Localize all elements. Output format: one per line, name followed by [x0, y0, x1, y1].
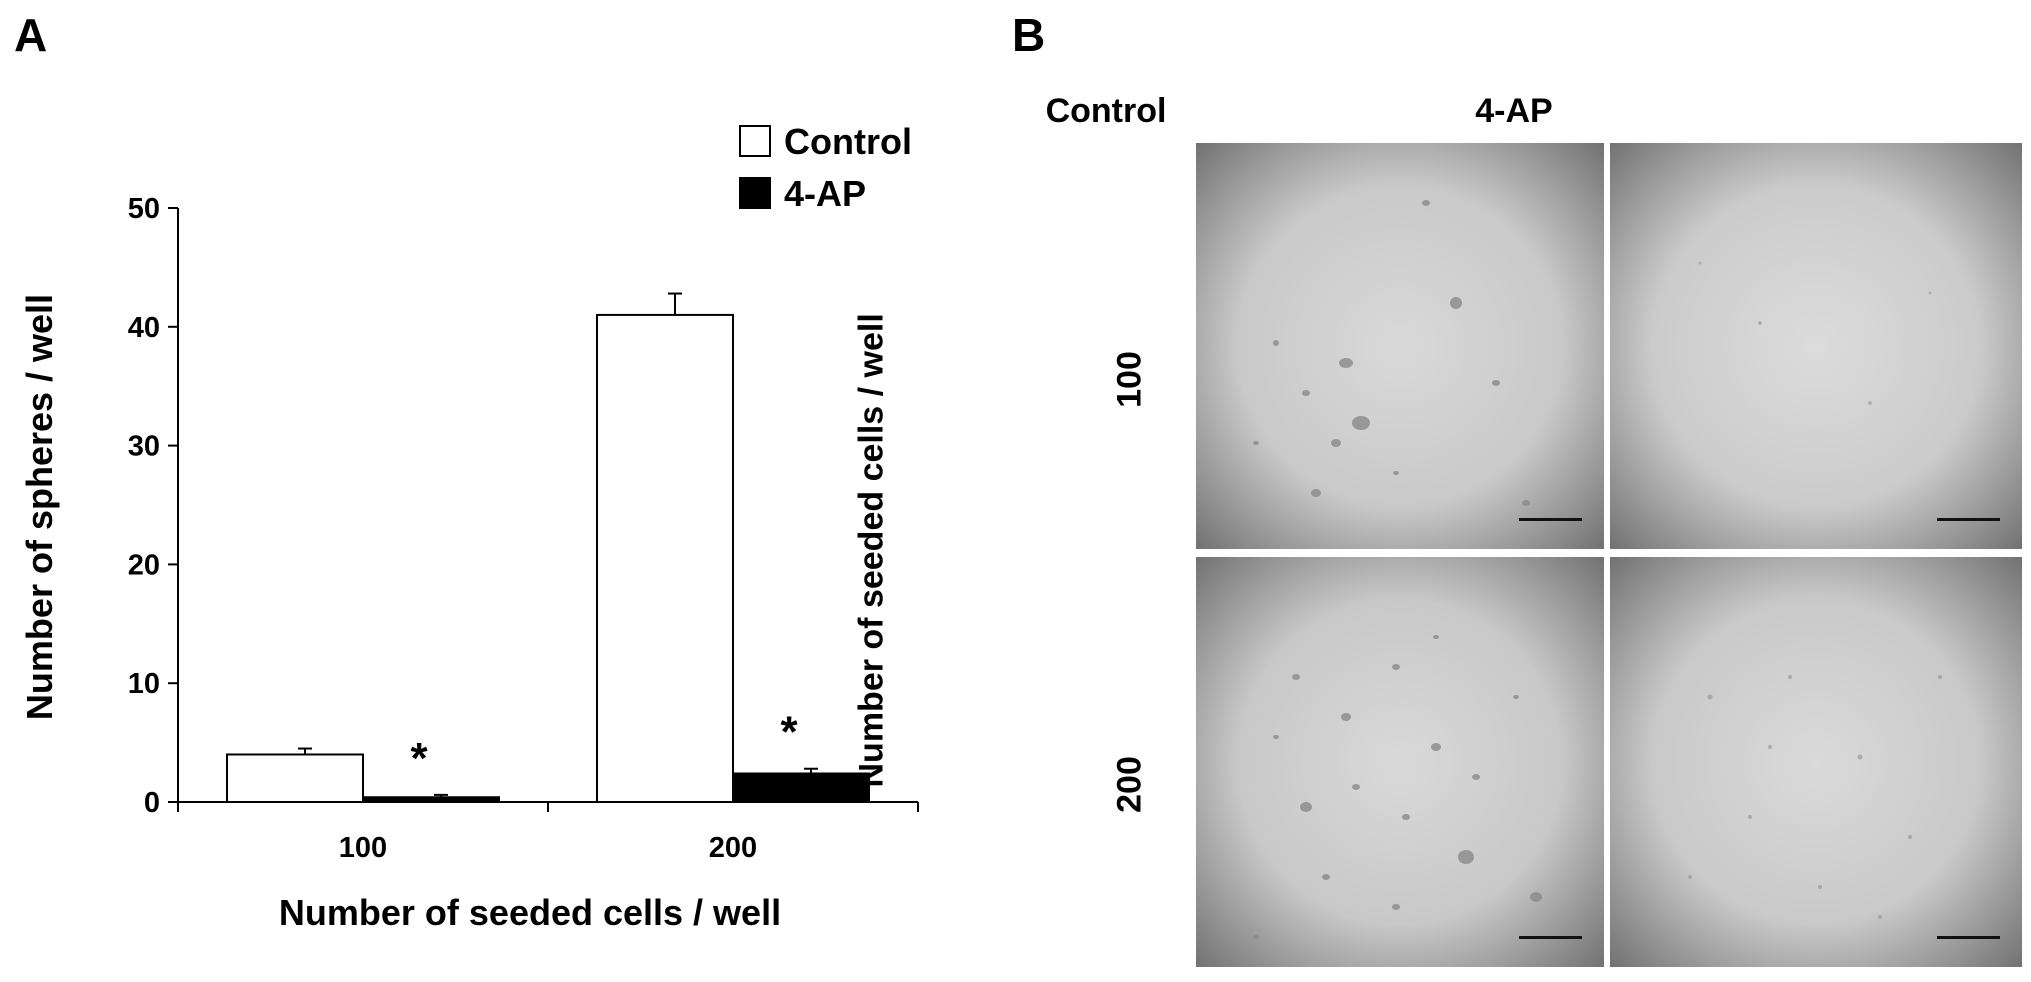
micrograph-4ap-100 [1610, 143, 2022, 549]
significance-marker: * [410, 734, 428, 783]
scale-bar [1937, 936, 2000, 939]
y-tick-label: 0 [144, 787, 160, 819]
micrograph-image [1610, 143, 2022, 549]
scale-bar [1937, 518, 2000, 521]
micrograph-control-200 [1196, 557, 1604, 967]
bar-4-ap-200 [732, 772, 870, 803]
y-tick-label: 50 [128, 193, 160, 225]
y-axis-label: Number of spheres / well [19, 294, 60, 720]
y-tick-label: 10 [128, 668, 160, 700]
micrograph-image [1196, 143, 1604, 549]
y-tick-label: 20 [128, 549, 160, 581]
x-tick-label: 200 [709, 832, 757, 864]
column-label-4ap: 4-AP [1475, 92, 1553, 130]
y-tick-label: 30 [128, 431, 160, 463]
bar-control-100 [226, 753, 364, 803]
legend-swatch-control [739, 125, 771, 157]
micrograph-4ap-200 [1610, 557, 2022, 967]
column-label-control: Control [1045, 92, 1167, 130]
bar-control-200 [596, 313, 734, 803]
panel-a-letter: A [14, 9, 48, 61]
micrograph-image [1610, 557, 2022, 967]
scale-bar [1519, 936, 1582, 939]
scale-bar [1519, 518, 1582, 521]
legend-swatch-4-ap [739, 177, 771, 209]
y-tick-label: 40 [128, 312, 160, 344]
micrograph-image [1196, 557, 1604, 967]
bar-4-ap-100 [362, 796, 500, 803]
significance-marker: * [780, 708, 798, 757]
panel-b-letter: B [1012, 9, 1046, 61]
legend-label-control: Control [784, 121, 912, 162]
row-axis-label: Number of seeded cells / well [852, 313, 891, 788]
bar-chart: 0 10 20 30 40 50 * 100 * 200 Number of seeded cell… [19, 121, 919, 933]
x-tick-label: 100 [339, 832, 387, 864]
x-axis-label: Number of seeded cells / well [279, 892, 781, 933]
micrograph-control-100 [1196, 143, 1604, 549]
row-label-200: 200 [1110, 756, 1149, 813]
row-label-100: 100 [1110, 351, 1149, 408]
legend-label-4-ap: 4-AP [784, 173, 866, 214]
